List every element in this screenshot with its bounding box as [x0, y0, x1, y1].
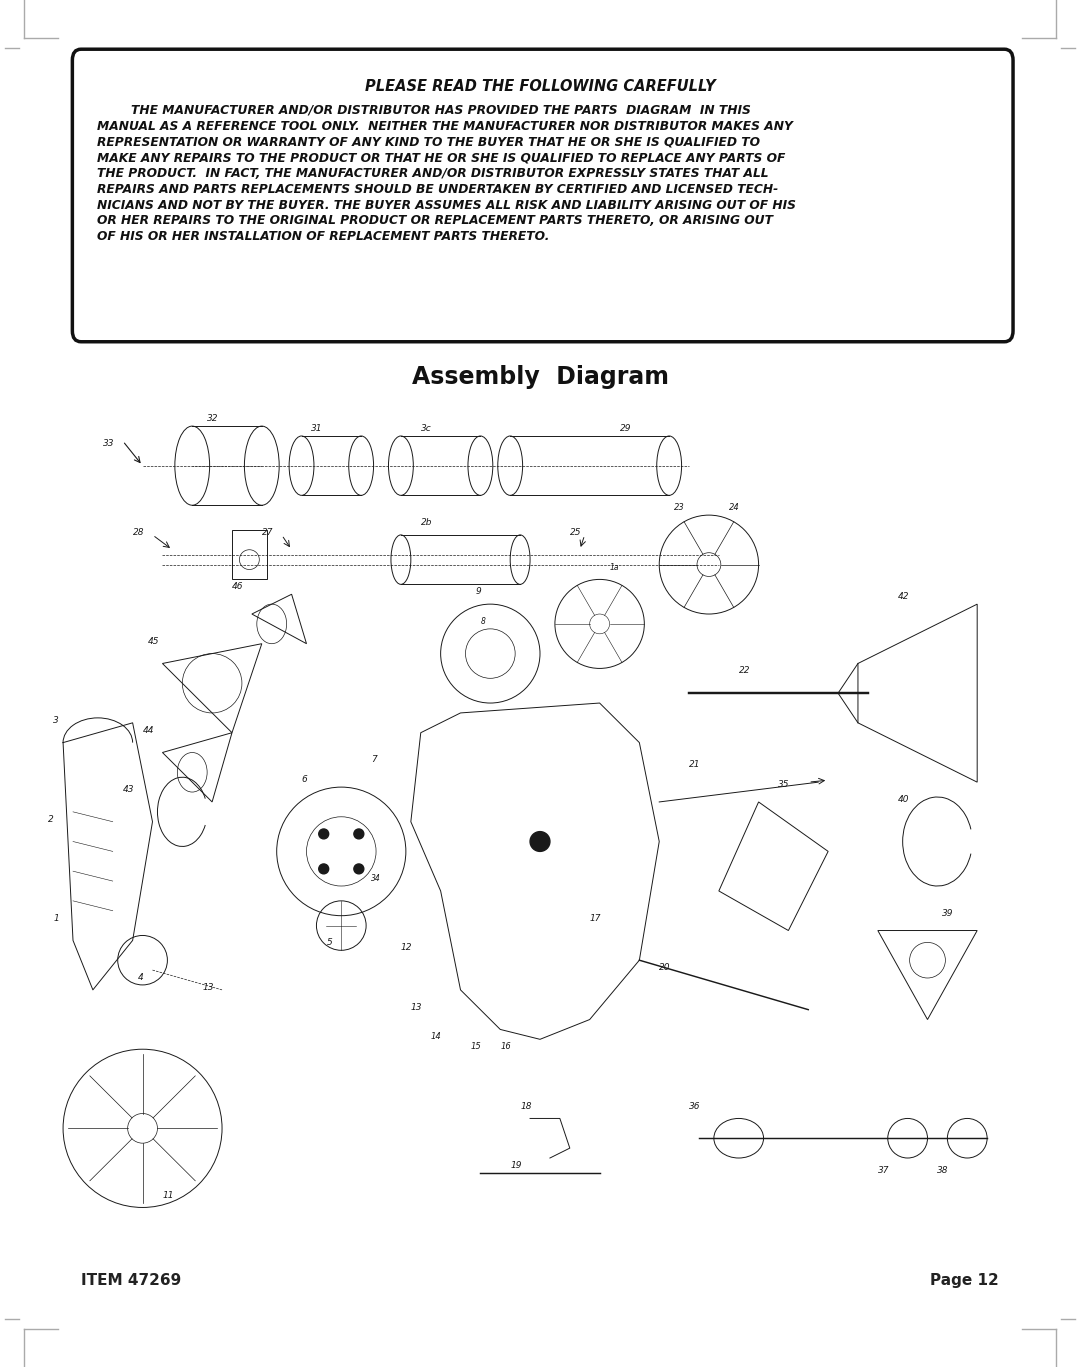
Text: 43: 43: [123, 785, 134, 794]
Text: 13: 13: [202, 983, 214, 992]
Text: 42: 42: [897, 592, 909, 601]
Text: ITEM 47269: ITEM 47269: [81, 1274, 181, 1288]
Text: 20: 20: [659, 964, 671, 972]
Circle shape: [354, 864, 364, 874]
Text: 2: 2: [49, 815, 54, 824]
Text: 9: 9: [475, 588, 482, 596]
Text: 39: 39: [943, 909, 954, 917]
Circle shape: [319, 864, 328, 874]
Text: 31: 31: [311, 424, 323, 433]
Text: 23: 23: [674, 503, 685, 513]
Text: 24: 24: [729, 503, 740, 513]
Text: 17: 17: [590, 913, 602, 923]
Text: 11: 11: [162, 1191, 174, 1200]
Circle shape: [530, 831, 550, 852]
Text: PLEASE READ THE FOLLOWING CAREFULLY: PLEASE READ THE FOLLOWING CAREFULLY: [365, 79, 715, 94]
Circle shape: [354, 828, 364, 839]
Text: 33: 33: [103, 439, 114, 448]
Text: Assembly  Diagram: Assembly Diagram: [411, 365, 669, 390]
Text: 1a: 1a: [609, 562, 619, 571]
Text: 1: 1: [53, 913, 59, 923]
Text: 21: 21: [689, 760, 701, 770]
Text: 38: 38: [937, 1166, 949, 1174]
Text: 3: 3: [53, 716, 59, 725]
Text: Page 12: Page 12: [930, 1274, 999, 1288]
Text: 3c: 3c: [421, 424, 432, 433]
Text: 8: 8: [481, 617, 485, 626]
Text: 44: 44: [143, 726, 154, 734]
Text: 7: 7: [372, 756, 377, 764]
Text: 15: 15: [471, 1042, 482, 1051]
Text: 28: 28: [133, 528, 144, 537]
Text: 18: 18: [521, 1102, 531, 1110]
Text: 19: 19: [510, 1161, 522, 1170]
Text: 32: 32: [207, 414, 218, 424]
Text: 37: 37: [878, 1166, 889, 1174]
Text: 46: 46: [232, 582, 243, 592]
Text: 6: 6: [301, 775, 308, 785]
Text: 4: 4: [137, 973, 144, 982]
Text: THE MANUFACTURER AND/OR DISTRIBUTOR HAS PROVIDED THE PARTS  DIAGRAM  IN THIS
MAN: THE MANUFACTURER AND/OR DISTRIBUTOR HAS …: [97, 104, 796, 243]
Text: 25: 25: [570, 528, 581, 537]
Text: 14: 14: [431, 1032, 442, 1042]
Text: 35: 35: [779, 781, 789, 789]
Text: 2b: 2b: [421, 518, 432, 528]
Text: 5: 5: [326, 938, 333, 947]
Text: 40: 40: [897, 796, 909, 804]
Text: 45: 45: [148, 637, 159, 645]
Text: 27: 27: [261, 528, 273, 537]
Text: 12: 12: [401, 943, 413, 953]
Text: 36: 36: [689, 1102, 701, 1110]
Text: 34: 34: [372, 874, 381, 883]
Text: 29: 29: [620, 424, 631, 433]
Circle shape: [319, 828, 328, 839]
Text: 16: 16: [500, 1042, 511, 1051]
Text: 13: 13: [410, 1002, 422, 1012]
Text: 22: 22: [739, 666, 751, 675]
Bar: [232, 530, 267, 580]
FancyBboxPatch shape: [72, 49, 1013, 342]
